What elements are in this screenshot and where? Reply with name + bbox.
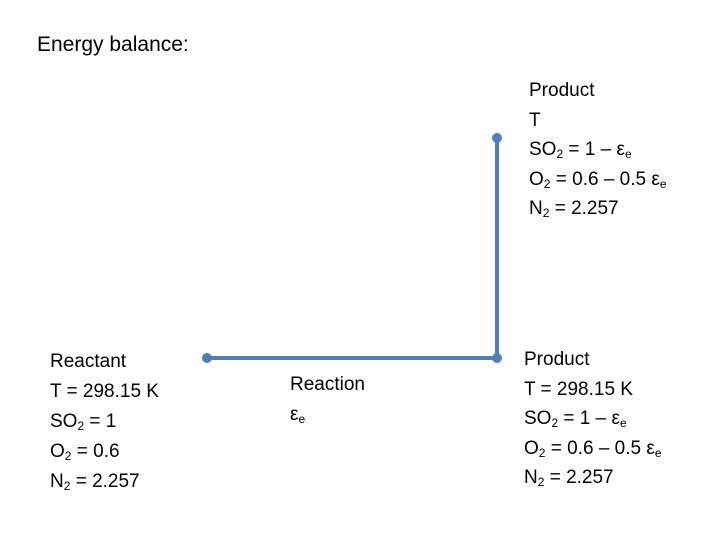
text-run: T	[529, 109, 541, 131]
subscript: 2	[64, 449, 72, 463]
text-run: Product	[524, 349, 590, 370]
state-line: N2 = 2.257	[524, 463, 662, 493]
state-line: SO2 = 1 – εe	[524, 404, 662, 434]
text-run: T = 298.15 K	[50, 381, 159, 402]
state-line: Product	[529, 76, 667, 106]
text-run: = 0.6 – 0.5 ε	[545, 437, 655, 459]
text-run: O	[50, 441, 65, 462]
state-block: Reactant T = 298.15 K SO2 = 1 O2 = 0.6 N2 = …	[50, 347, 159, 497]
text-run: N	[524, 467, 538, 488]
text-run: ε	[290, 404, 299, 425]
text-run: SO	[529, 139, 557, 160]
text-run: N	[50, 471, 64, 492]
text-run: = 0.6	[71, 441, 120, 462]
text-run: = 0.6 – 0.5 ε	[550, 168, 660, 190]
state-line: T = 298.15 K	[524, 375, 662, 405]
text-run: = 1 – ε	[563, 139, 625, 160]
subscript: e	[619, 416, 627, 430]
state-dot	[492, 353, 502, 363]
text-run: Product	[529, 80, 595, 101]
state-block: Product T SO2 = 1 – εe O2 = 0.6 – 0.5 εe N2 …	[529, 76, 667, 224]
subscript: e	[298, 412, 306, 426]
state-line: Reactant	[50, 347, 159, 377]
text-run: = 2.257	[544, 467, 614, 488]
text-run: O	[529, 168, 544, 190]
subscript: e	[624, 147, 632, 161]
text-run: Reactant	[50, 351, 127, 372]
state-line: T = 298.15 K	[50, 377, 159, 407]
slide-title: Energy balance:	[37, 33, 189, 56]
text-run: SO	[50, 411, 78, 432]
text-run: T = 298.15 K	[524, 378, 633, 400]
state-line: εe	[290, 400, 365, 430]
text-run: = 2.257	[70, 471, 140, 492]
subscript: 2	[537, 475, 545, 489]
state-line: Product	[524, 345, 662, 375]
state-dot	[492, 133, 502, 143]
text-run: = 2.257	[549, 198, 619, 219]
subscript: 2	[538, 445, 546, 460]
subscript: 2	[63, 479, 71, 493]
state-line: N2 = 2.257	[529, 194, 667, 224]
text-run: N	[529, 198, 543, 219]
subscript: 2	[542, 206, 550, 220]
state-line: SO2 = 1	[50, 407, 159, 437]
state-dot	[202, 353, 212, 363]
state-line: O2 = 0.6	[50, 437, 159, 467]
text-run: Reaction	[290, 374, 365, 395]
state-line: T	[529, 106, 667, 136]
state-line: O2 = 0.6 – 0.5 εe	[529, 165, 667, 195]
state-block: Reaction εe	[290, 370, 365, 430]
subscript: e	[659, 176, 667, 191]
text-run: = 1	[84, 411, 117, 432]
subscript: 2	[551, 416, 559, 430]
text-run: O	[524, 437, 539, 459]
state-line: N2 = 2.257	[50, 467, 159, 497]
state-line: SO2 = 1 – εe	[529, 135, 667, 165]
state-line: O2 = 0.6 – 0.5 εe	[524, 434, 662, 464]
text-run: SO	[524, 408, 552, 429]
subscript: 2	[77, 419, 85, 433]
state-block: Product T = 298.15 K SO2 = 1 – εe O2 = 0.6 …	[524, 345, 662, 493]
subscript: 2	[543, 176, 551, 191]
subscript: 2	[556, 147, 564, 161]
text-run: = 1 – ε	[558, 408, 620, 429]
state-line: Reaction	[290, 370, 365, 400]
subscript: e	[654, 445, 662, 460]
